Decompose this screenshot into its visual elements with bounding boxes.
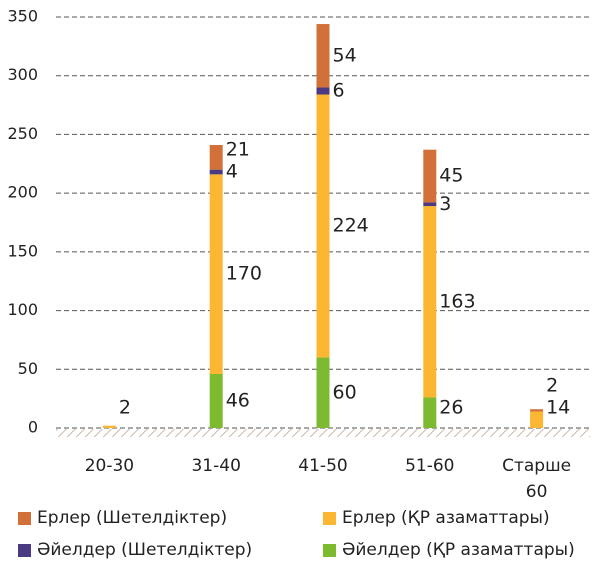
y-tick-label: 100 bbox=[7, 300, 38, 319]
legend: Әйелдер (ҚР азаматтары) Ерлер (ҚР азаматт… bbox=[18, 508, 598, 560]
bar-segment bbox=[316, 94, 330, 358]
legend-label: Әйелдер (Шетелдіктер) bbox=[37, 540, 253, 560]
y-tick-label: 50 bbox=[18, 359, 38, 378]
data-label: 2 bbox=[546, 375, 558, 397]
legend-swatch bbox=[323, 543, 336, 557]
bar-segment bbox=[530, 409, 544, 412]
data-label: 3 bbox=[439, 193, 451, 215]
data-label: 26 bbox=[439, 397, 463, 419]
bar-segment bbox=[423, 202, 437, 207]
data-label: 2 bbox=[119, 397, 131, 419]
y-tick-label: 350 bbox=[7, 7, 38, 26]
x-tick-label: 41-50 bbox=[298, 456, 348, 476]
legend-item: Әйелдер (ҚР азаматтары) bbox=[323, 540, 598, 560]
legend-item: Ерлер (Шетелдіктер) bbox=[18, 508, 323, 528]
y-tick-label: 300 bbox=[7, 65, 38, 84]
bar-segment bbox=[102, 425, 116, 428]
data-label: 14 bbox=[546, 397, 570, 419]
data-label: 170 bbox=[226, 263, 262, 285]
data-label: 224 bbox=[333, 215, 369, 237]
data-label: 60 bbox=[333, 381, 357, 403]
legend-item: Әйелдер (Шетелдіктер) bbox=[18, 540, 323, 560]
data-label: 6 bbox=[333, 79, 345, 101]
data-label: 21 bbox=[226, 139, 250, 161]
y-tick-label: 150 bbox=[7, 241, 38, 260]
bar-segment bbox=[530, 411, 544, 428]
bar-segment bbox=[209, 174, 223, 374]
bar-segment bbox=[423, 149, 437, 203]
x-tick-label: Старше 60 bbox=[502, 456, 572, 502]
bar-segment bbox=[209, 144, 223, 170]
plot: 0 50 100 150 200 250 300 350 2 46 170 421 60 224 6 54 26… bbox=[7, 7, 590, 437]
legend-label: Ерлер (Шетелдіктер) bbox=[37, 508, 228, 528]
bar-segment bbox=[316, 24, 330, 88]
y-tick-label: 250 bbox=[7, 124, 38, 143]
y-tick-label: 0 bbox=[28, 418, 38, 437]
legend-label: Әйелдер (ҚР азаматтары) bbox=[342, 540, 575, 560]
bar-segment bbox=[209, 169, 223, 175]
legend-item: Ерлер (ҚР азаматтары) bbox=[323, 508, 598, 528]
data-label: 54 bbox=[333, 44, 357, 66]
x-tick-label: 51-60 bbox=[405, 456, 455, 476]
legend-swatch bbox=[323, 511, 336, 525]
legend-swatch bbox=[18, 511, 31, 525]
bar-segment bbox=[209, 373, 223, 428]
bar-segment bbox=[316, 357, 330, 428]
bar-segment bbox=[423, 206, 437, 398]
data-label: 163 bbox=[439, 290, 475, 312]
ground-hatch bbox=[56, 429, 590, 437]
x-tick-label: 31-40 bbox=[191, 456, 241, 476]
bar-segment bbox=[316, 87, 330, 95]
data-label: 4 bbox=[226, 161, 238, 183]
legend-label: Ерлер (ҚР азаматтары) bbox=[342, 508, 550, 528]
legend-swatch bbox=[18, 543, 31, 557]
data-label: 46 bbox=[226, 389, 250, 411]
bar-segment bbox=[423, 397, 437, 428]
x-tick-label: 20-30 bbox=[84, 456, 135, 476]
y-tick-label: 200 bbox=[7, 183, 38, 202]
data-label: 45 bbox=[439, 165, 463, 187]
